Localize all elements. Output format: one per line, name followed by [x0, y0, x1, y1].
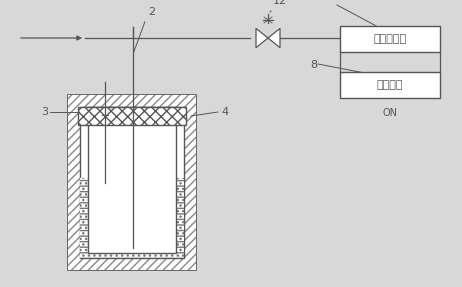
Bar [68, 95, 196, 270]
Text: ON: ON [383, 108, 397, 118]
Text: 4: 4 [221, 107, 228, 117]
Text: 12: 12 [273, 0, 287, 6]
Bar [78, 107, 186, 125]
Text: 2: 2 [148, 7, 155, 17]
Bar [80, 107, 184, 258]
Polygon shape [256, 28, 268, 48]
Bar [88, 107, 176, 253]
Text: 3: 3 [41, 107, 48, 117]
Bar [80, 178, 184, 258]
Bar [68, 95, 196, 270]
Bar [340, 72, 440, 98]
Polygon shape [268, 28, 280, 48]
Bar [80, 178, 184, 258]
Bar [340, 26, 440, 52]
Text: 8: 8 [310, 60, 317, 70]
Text: 压力开关: 压力开关 [377, 80, 403, 90]
Text: 压力传感器: 压力传感器 [373, 34, 407, 44]
Bar [80, 107, 184, 258]
